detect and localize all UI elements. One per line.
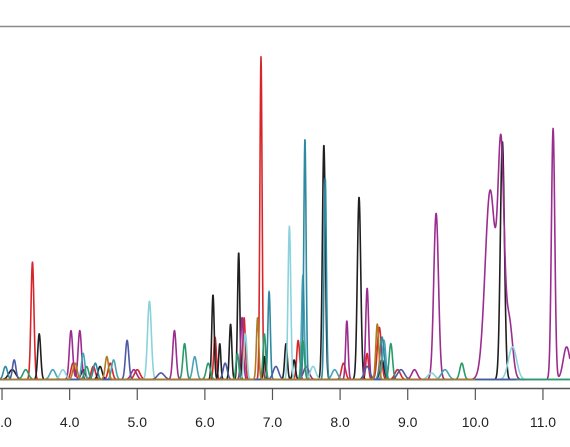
series-layer — [0, 55, 570, 381]
x-tick-label: 5.0 — [128, 414, 148, 430]
x-tick-label: 4.0 — [60, 414, 80, 430]
trace-series-9 — [0, 317, 476, 381]
trace-series-2 — [0, 141, 570, 381]
x-tick-label: 8.0 — [330, 414, 350, 430]
x-tick-label: 9.0 — [398, 414, 418, 430]
x-tick-label: 6.0 — [195, 414, 215, 430]
trace-series-3 — [0, 127, 570, 381]
x-tick-label: 3.0 — [0, 414, 12, 430]
x-axis-ticks: 3.0 4.0 5.0 6.0 7.0 8.0 9.0 10.0 11.0 — [0, 389, 556, 430]
x-tick-label: 11.0 — [530, 414, 556, 430]
x-tick-label: 10.0 — [462, 414, 489, 430]
x-tick-label: 7.0 — [263, 414, 283, 430]
